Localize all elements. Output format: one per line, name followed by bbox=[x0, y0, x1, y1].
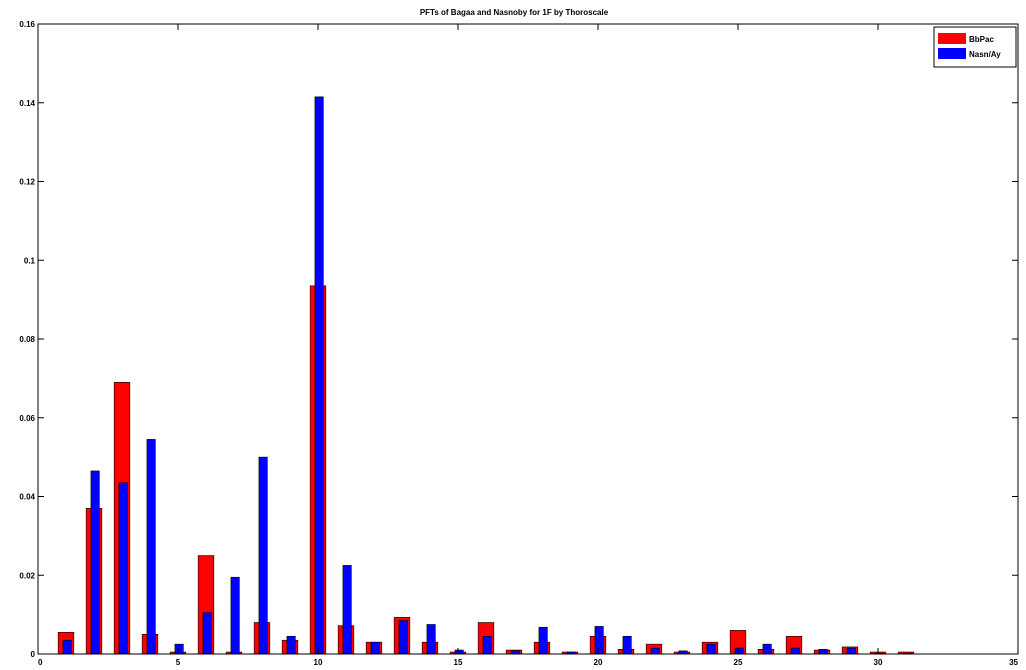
y-tick-label: 0.04 bbox=[19, 493, 35, 502]
bar-nasn-ay-24 bbox=[706, 643, 716, 655]
bar-nasn-ay-26 bbox=[762, 643, 772, 655]
bar-nasn-ay-6 bbox=[202, 612, 212, 655]
bar-nasn-ay-1 bbox=[62, 639, 72, 655]
y-tick-label: 0.02 bbox=[19, 571, 35, 580]
bar-nasn-ay-15 bbox=[454, 649, 464, 655]
y-tick-label: 0.1 bbox=[24, 256, 36, 265]
bar-nasn-ay-14 bbox=[426, 624, 436, 655]
bar-nasn-ay-20 bbox=[594, 626, 604, 655]
bar-nasn-ay-8 bbox=[258, 456, 268, 655]
bar-nasn-ay-27 bbox=[790, 647, 800, 655]
x-tick-label: 30 bbox=[874, 658, 883, 667]
bar-nasn-ay-16 bbox=[482, 635, 492, 655]
bar-nasn-ay-3 bbox=[118, 482, 128, 655]
x-tick-label: 10 bbox=[314, 658, 323, 667]
bar-nasn-ay-2 bbox=[90, 470, 100, 655]
bar-nasn-ay-12 bbox=[370, 641, 380, 655]
legend: BbPac Nasn/Ay bbox=[933, 26, 1017, 68]
y-tick-label: 0.06 bbox=[19, 414, 35, 423]
y-tick-label: 0.12 bbox=[19, 178, 35, 187]
y-tick-label: 0.08 bbox=[19, 335, 35, 344]
bar-nasn-ay-7 bbox=[230, 576, 240, 655]
y-tick-label: 0.16 bbox=[19, 20, 35, 29]
x-tick-label: 15 bbox=[454, 658, 463, 667]
bar-nasn-ay-28 bbox=[818, 648, 828, 655]
bar-nasn-ay-9 bbox=[286, 635, 296, 655]
bar-nasn-ay-11 bbox=[342, 565, 352, 655]
bar-nasn-ay-4 bbox=[146, 439, 156, 655]
y-tick-label: 0 bbox=[31, 650, 36, 659]
y-tick-label: 0.14 bbox=[19, 99, 35, 108]
x-tick-label: 35 bbox=[1009, 658, 1018, 667]
legend-label-0: BbPac bbox=[969, 35, 994, 44]
bar-nasn-ay-21 bbox=[622, 635, 632, 655]
bar-nasn-ay-22 bbox=[650, 647, 660, 655]
bar-nasn-ay-18 bbox=[538, 626, 548, 655]
x-tick-label: 20 bbox=[594, 658, 603, 667]
legend-label-1: Nasn/Ay bbox=[969, 50, 1001, 59]
x-tick-label: 5 bbox=[176, 658, 181, 667]
bar-layer bbox=[57, 96, 915, 655]
bar-nasn-ay-5 bbox=[174, 643, 184, 655]
bar-nasn-ay-29 bbox=[846, 647, 856, 655]
x-tick-label: 25 bbox=[734, 658, 743, 667]
legend-swatch-1 bbox=[938, 48, 966, 59]
plot-background bbox=[38, 24, 1018, 654]
x-tick-label: 0 bbox=[38, 658, 43, 667]
plot-area bbox=[38, 24, 1018, 654]
bar-nasn-ay-25 bbox=[734, 647, 744, 655]
legend-swatch-0 bbox=[938, 33, 966, 44]
chart-title: PFTs of Bagaa and Nasnoby for 1F by Thor… bbox=[420, 8, 609, 17]
bar-nasn-ay-10 bbox=[314, 96, 324, 655]
axes: 0 0.02 0.04 0.06 0.08 0.1 0.12 0.14 0.16 0 5 10 15 20… bbox=[19, 20, 1018, 667]
bar-nasn-ay-13 bbox=[398, 620, 408, 655]
